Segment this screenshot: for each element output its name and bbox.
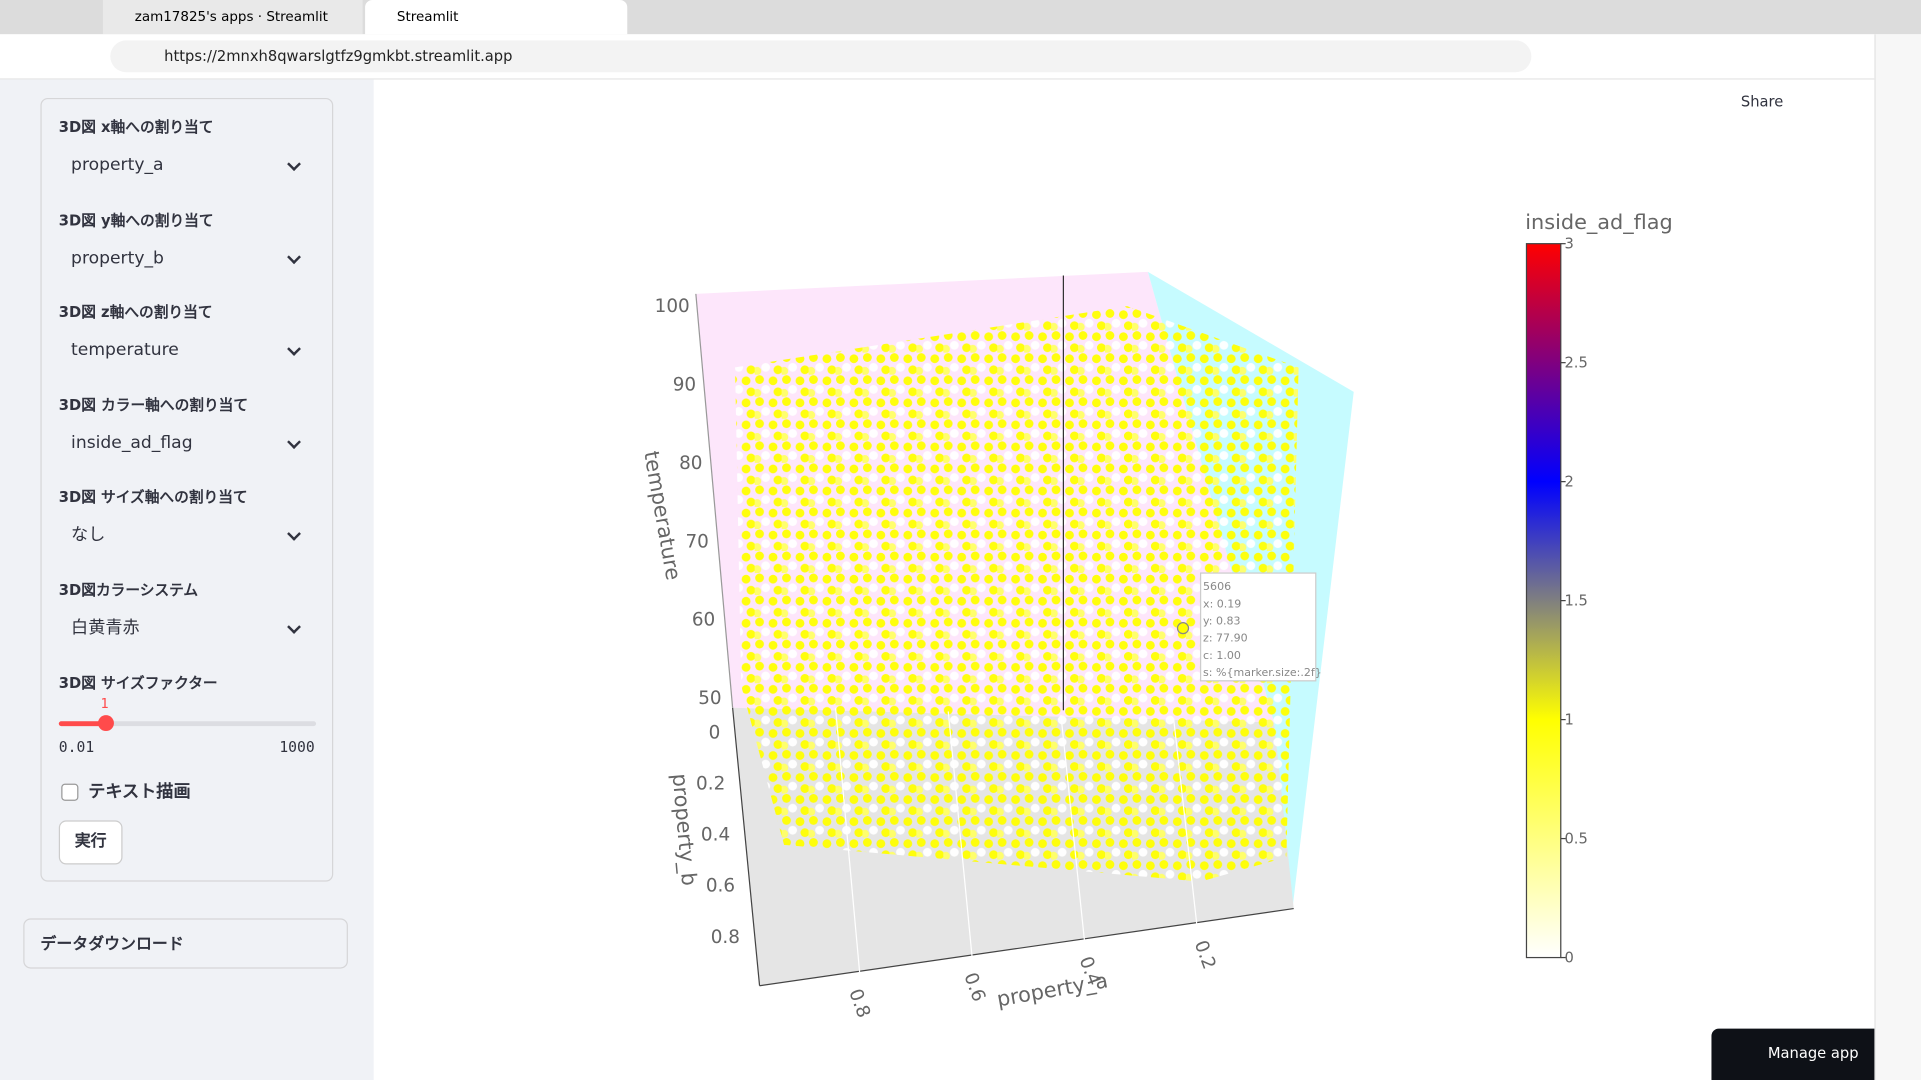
form <box>40 97 334 882</box>
grid-line <box>1060 715 1086 944</box>
axis-line <box>759 907 1294 987</box>
select[interactable]: temperature <box>58 329 317 373</box>
x-tick-label: 0.8 <box>844 986 874 1021</box>
slider-label: 3D図 サイズファクター <box>58 674 218 692</box>
colorbar-title: inside_ad_flag <box>1525 210 1673 235</box>
slider-track <box>58 721 317 727</box>
tooltip-line: x: 0.19 <box>1203 597 1241 610</box>
select[interactable]: property_b <box>58 237 317 280</box>
slider-max: 1000 <box>279 738 315 756</box>
y-tick-label: 0.8 <box>711 927 740 948</box>
run-button[interactable]: 実行 <box>58 820 123 865</box>
x-tick-label: 0.6 <box>959 970 989 1005</box>
tooltip-box <box>1199 572 1317 682</box>
z-tick-label: 60 <box>692 610 715 631</box>
field-label: 3D図カラーシステム <box>58 581 199 599</box>
edge-sidebar <box>1874 34 1921 1080</box>
tooltip-line: s: %{marker.size:.2f} <box>1203 666 1322 679</box>
tab[interactable]: zam17825's apps · Streamlit <box>102 0 363 35</box>
select[interactable]: 白黄青赤 <box>58 607 317 651</box>
colorbar <box>1525 243 1562 959</box>
point-cloud <box>735 306 1299 882</box>
field-label: 3D図 カラー軸への割り当て <box>58 396 249 414</box>
data-point <box>1176 622 1190 635</box>
tooltip-line: c: 1.00 <box>1203 649 1241 662</box>
colorbar-tick-label: 1.5 <box>1564 593 1587 610</box>
y-tick-label: 0.4 <box>701 825 730 846</box>
axis-line <box>732 707 761 986</box>
axis-line <box>695 293 734 708</box>
field-label: 3D図 サイズ軸への割り当て <box>58 489 248 507</box>
select[interactable]: inside_ad_flag <box>58 422 317 466</box>
z-tick-label: 80 <box>679 453 702 474</box>
x-axis-title: property_a <box>995 968 1110 1012</box>
tooltip-id: 5606 <box>1203 580 1231 593</box>
y-tick-label: 0.2 <box>696 774 725 795</box>
x-tick-label: 0.2 <box>1190 938 1220 973</box>
slider-fill <box>58 721 106 727</box>
checkbox[interactable] <box>61 783 79 801</box>
y-tick-label: 0.6 <box>706 876 735 897</box>
grid-line <box>1173 718 1198 928</box>
select[interactable]: property_a <box>58 144 317 188</box>
manage-app[interactable]: Manage app <box>1711 1028 1875 1080</box>
colorbar-tick-label: 3 <box>1564 236 1573 253</box>
url-field[interactable]: https://2mnxh8qwarslgtfz9gmkbt.streamlit… <box>110 40 1532 73</box>
colorbar-tick-label: 2.5 <box>1564 355 1587 372</box>
colorbar-tick-label: 1 <box>1564 711 1573 728</box>
grid-line <box>834 707 861 975</box>
colorbar-tick-label: 0 <box>1564 949 1573 966</box>
tooltip-line: z: 77.90 <box>1203 632 1248 645</box>
expander[interactable]: データダウンロード <box>23 918 348 969</box>
z-tick-label: 70 <box>685 531 708 552</box>
slider-value: 1 <box>100 695 109 712</box>
tab[interactable]: Streamlit <box>365 0 628 35</box>
y-tick-label: 0 <box>709 722 721 743</box>
field-label: 3D図 y軸への割り当て <box>58 211 214 229</box>
tooltip-line: y: 0.83 <box>1203 614 1240 627</box>
z-tick-label: 50 <box>698 688 721 709</box>
checkbox-label[interactable]: テキスト描画 <box>88 782 191 803</box>
slider-min: 0.01 <box>58 738 95 756</box>
colorbar-tick-label: 2 <box>1564 474 1573 491</box>
slider-thumb[interactable] <box>98 715 114 732</box>
grid-line <box>947 711 973 959</box>
select[interactable]: なし <box>58 514 317 558</box>
field-label: 3D図 z軸への割り当て <box>58 303 213 322</box>
z-tick-label: 90 <box>673 375 696 396</box>
colorbar-tick-label: 0.5 <box>1564 830 1587 847</box>
share-button[interactable]: Share <box>1740 93 1784 111</box>
field-label: 3D図 x軸への割り当て <box>58 118 214 136</box>
z-tick-label: 100 <box>655 296 690 317</box>
